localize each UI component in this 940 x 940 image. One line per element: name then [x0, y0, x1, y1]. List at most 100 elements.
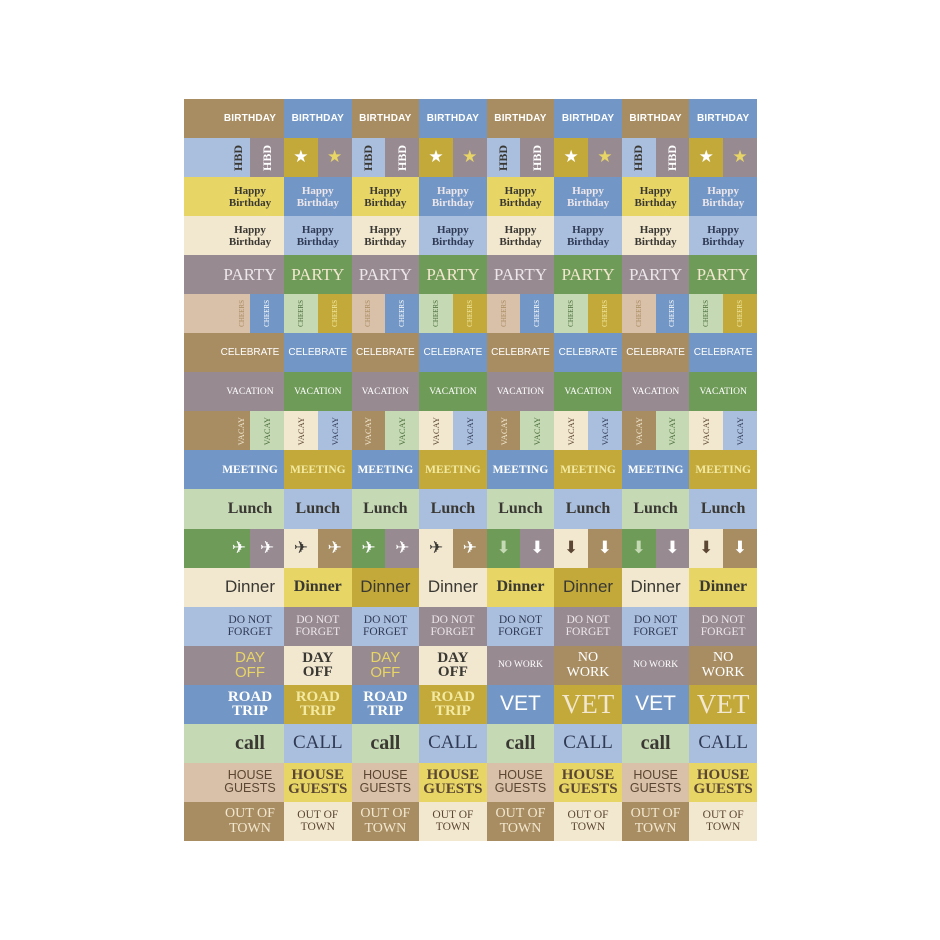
sticker-label: VACAY	[566, 416, 577, 446]
sticker: CELEBRATE	[419, 333, 487, 373]
sticker-label: Lunch	[419, 489, 487, 529]
sticker: VACAY	[554, 411, 589, 451]
sticker: Happy Birthday	[554, 216, 622, 256]
sticker-label: BIRTHDAY	[419, 99, 487, 139]
sticker: Dinner	[554, 567, 622, 607]
sticker-pair: CHEERS CHEERS	[621, 294, 690, 334]
sticker-label: HOUSE GUESTS	[486, 762, 555, 802]
sticker-pair: CHEERS CHEERS	[351, 294, 420, 334]
arrow-icon: ⬇	[665, 537, 680, 558]
sticker-label: NO WORK	[689, 645, 757, 685]
sticker-pair: HBD HBD	[621, 138, 690, 178]
sticker-label: HBD	[631, 144, 646, 171]
sticker: Happy Birthday	[486, 216, 555, 256]
sticker-sheet: BIRTHDAY BIRTHDAY BIRTHDAY BIRTHDAY BIRTHDAY…	[184, 99, 757, 841]
sticker: DAY OFF	[284, 645, 352, 685]
sticker-label: CHEERS	[432, 300, 441, 328]
sticker: OUT OF TOWN	[419, 801, 487, 841]
sticker-label: Happy Birthday	[486, 177, 555, 217]
sticker: Happy Birthday	[284, 216, 352, 256]
sticker-label: CELEBRATE	[184, 333, 284, 373]
star-icon: ★	[327, 147, 343, 168]
plane-icon: ✈	[361, 537, 376, 558]
sticker: ⬇	[554, 528, 589, 568]
sticker: PARTY	[689, 255, 757, 295]
sticker: ★	[554, 138, 589, 178]
sticker-pair: HBD HBD	[486, 138, 555, 178]
sticker-label: VACAY	[397, 416, 408, 446]
sticker-label: Happy Birthday	[486, 216, 555, 256]
sticker: ⬇	[486, 528, 521, 568]
sticker-label: MEETING	[351, 450, 420, 490]
sticker-label: CHEERS	[465, 300, 474, 328]
sticker-label: CALL	[554, 723, 622, 763]
sticker-pair: VACAY VACAY	[351, 411, 420, 451]
sticker-label: OUT OF TOWN	[419, 801, 487, 841]
sticker: Happy Birthday	[689, 216, 757, 256]
sticker-label: CELEBRATE	[621, 333, 690, 373]
sticker: VACATION	[689, 372, 757, 412]
sticker-label: DO NOT FORGET	[554, 606, 622, 646]
sticker-label: Lunch	[554, 489, 622, 529]
sticker: VACAY	[689, 411, 724, 451]
sticker: VACAY	[520, 411, 555, 451]
sticker: Happy Birthday	[284, 177, 352, 217]
sticker-label: DAY OFF	[419, 645, 487, 685]
sticker-pair: ⬇ ⬇	[689, 528, 757, 568]
sticker: VACAY	[655, 411, 690, 451]
sticker-label: CHEERS	[364, 300, 373, 328]
sticker: BIRTHDAY	[554, 99, 622, 139]
sticker-label: PARTY	[419, 255, 487, 295]
sticker-label: Lunch	[351, 489, 420, 529]
sticker-label: VACATION	[184, 372, 284, 412]
sticker: VACATION	[486, 372, 555, 412]
sticker-label: VACATION	[419, 372, 487, 412]
sticker-label: HOUSE GUESTS	[689, 762, 757, 802]
sticker-row-road-trip-vet: ROAD TRIP ROAD TRIP ROAD TRIP ROAD TRIP VET V…	[184, 684, 757, 724]
sticker: Lunch	[486, 489, 555, 529]
sticker-label: HBD	[529, 144, 544, 171]
sticker-label: CHEERS	[330, 300, 339, 328]
sticker: CHEERS	[317, 294, 352, 334]
sticker: ★	[284, 138, 318, 178]
sticker-pair: VACAY VACAY	[689, 411, 757, 451]
sticker-label: Dinner	[351, 567, 420, 607]
arrow-icon: ⬇	[597, 537, 613, 558]
sticker: Dinner	[621, 567, 690, 607]
sticker: CELEBRATE	[184, 333, 284, 373]
sticker: MEETING	[419, 450, 487, 490]
sticker-label: VACAY	[667, 416, 678, 446]
sticker: CHEERS	[554, 294, 589, 334]
sticker-label: BIRTHDAY	[284, 99, 352, 139]
sticker-label: CHEERS	[296, 300, 305, 328]
sticker-pair: ★ ★	[284, 138, 352, 178]
sticker: ROAD TRIP	[284, 684, 352, 724]
sticker-label: CELEBRATE	[486, 333, 555, 373]
sticker-label: VACAY	[735, 416, 746, 446]
sticker: ✈	[351, 528, 386, 568]
sticker: VACAY	[621, 411, 656, 451]
sticker: ✈	[385, 528, 420, 568]
sticker: ★	[317, 138, 352, 178]
sticker: call	[621, 723, 690, 763]
sticker-label: Dinner	[419, 567, 487, 607]
sticker-label: MEETING	[184, 450, 284, 490]
sticker: VET	[486, 684, 555, 724]
sticker-pair: ⬇ ⬇	[621, 528, 690, 568]
arrow-icon: ⬇	[699, 537, 714, 558]
sticker: CELEBRATE	[554, 333, 622, 373]
sticker-label: call	[351, 723, 420, 763]
sticker-label: NO WORK	[486, 645, 555, 685]
sticker: VET	[621, 684, 690, 724]
sticker-label: VACAY	[363, 416, 374, 446]
sticker: PARTY	[184, 255, 284, 295]
sticker-label: VACAY	[633, 416, 644, 446]
sticker-label: DO NOT FORGET	[284, 606, 352, 646]
sticker-label: Dinner	[689, 567, 757, 607]
sticker: ✈	[317, 528, 352, 568]
sticker: Lunch	[184, 489, 284, 529]
sticker-label: HBD	[231, 144, 245, 171]
sticker: Lunch	[689, 489, 757, 529]
sticker-pair: VACAY VACAY	[486, 411, 555, 451]
sticker-label: call	[184, 723, 284, 763]
